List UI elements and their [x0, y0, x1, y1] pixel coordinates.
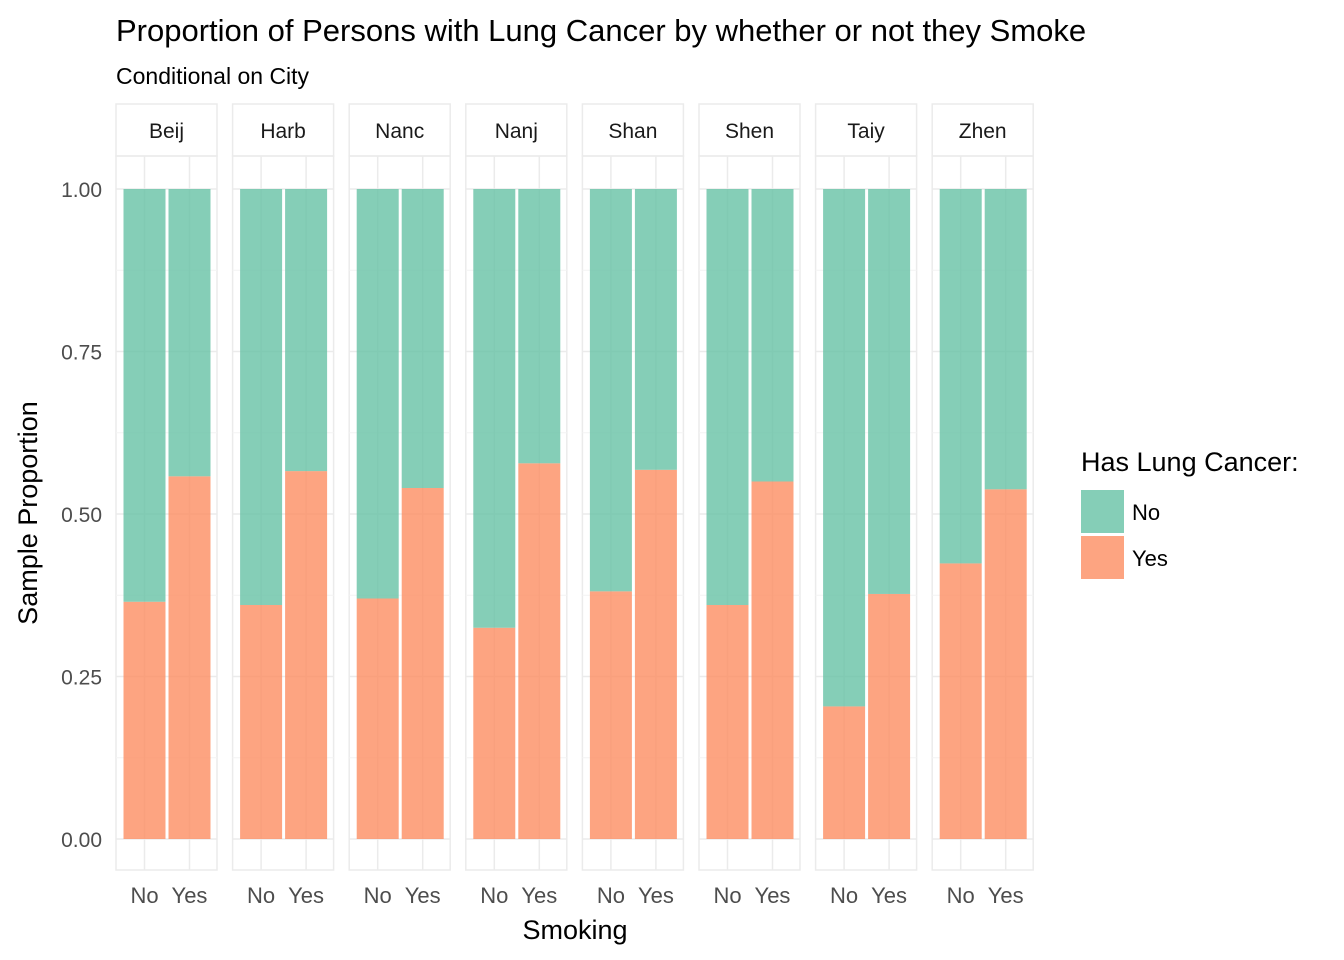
- bar-yes-nanj-no: [473, 627, 516, 839]
- x-tick-label: Yes: [871, 883, 907, 908]
- bar-no-taiy-yes: [868, 189, 911, 594]
- x-tick-label: No: [830, 883, 858, 908]
- x-axis-title: Smoking: [522, 915, 627, 945]
- bar-no-zhen-no: [939, 189, 982, 564]
- panel-border: [581, 155, 685, 871]
- x-tick-label: Yes: [521, 883, 557, 908]
- bar-yes-taiy-yes: [868, 593, 911, 839]
- bar-no-shen-yes: [751, 189, 794, 482]
- x-tick-label: Yes: [405, 883, 441, 908]
- facet-label: Zhen: [959, 120, 1007, 143]
- bar-no-beij-no: [123, 189, 166, 602]
- bar-yes-beij-yes: [168, 476, 211, 839]
- panel-border: [698, 155, 801, 871]
- legend-key-yes: [1081, 536, 1124, 579]
- facet-nanj: Nanj No Yes: [465, 103, 568, 908]
- facet-shan: Shan No Yes: [581, 103, 685, 908]
- bar-yes-harb-yes: [285, 471, 328, 839]
- legend-key-no: [1081, 490, 1124, 533]
- bar-yes-taiy-no: [823, 706, 866, 839]
- legend-title: Has Lung Cancer:: [1081, 447, 1299, 477]
- bar-yes-nanc-yes: [401, 488, 444, 839]
- facet-strip: [814, 103, 918, 157]
- legend: Has Lung Cancer: No Yes: [1081, 447, 1299, 579]
- bar-yes-zhen-yes: [984, 489, 1027, 839]
- panel-border: [465, 155, 568, 871]
- bar-yes-shan-yes: [634, 469, 677, 839]
- y-axis-title: Sample Proportion: [13, 401, 43, 625]
- bar-no-harb-no: [240, 189, 283, 605]
- legend-item-yes: Yes: [1081, 536, 1168, 579]
- facet-zhen: Zhen No Yes: [931, 103, 1034, 908]
- x-tick-label: No: [364, 883, 392, 908]
- legend-label: Yes: [1132, 546, 1168, 571]
- y-tick-label: 0.25: [61, 667, 102, 690]
- bar-yes-beij-no: [123, 601, 166, 839]
- x-tick-label: No: [597, 883, 625, 908]
- facet-label: Shen: [725, 120, 774, 143]
- facet-label: Shan: [608, 120, 657, 143]
- x-tick-label: No: [947, 883, 975, 908]
- bar-no-nanc-yes: [401, 189, 444, 488]
- y-tick-label: 0.50: [61, 504, 102, 527]
- x-tick-label: Yes: [988, 883, 1024, 908]
- bar-no-shen-no: [706, 189, 749, 605]
- facet-strip: [931, 103, 1034, 157]
- x-tick-label: Yes: [755, 883, 791, 908]
- x-tick-label: No: [130, 883, 158, 908]
- x-tick-label: Yes: [172, 883, 208, 908]
- chart-title: Proportion of Persons with Lung Cancer b…: [116, 13, 1086, 48]
- bar-no-zhen-yes: [984, 189, 1027, 490]
- panel-border: [115, 155, 218, 871]
- facet-strip: [465, 103, 568, 157]
- bar-yes-shen-yes: [751, 481, 794, 839]
- y-tick-label: 0.75: [61, 342, 102, 365]
- x-tick-label: No: [247, 883, 275, 908]
- facet-strip: [581, 103, 685, 157]
- facet-strip: [348, 103, 451, 157]
- bar-no-nanc-no: [356, 189, 399, 599]
- bar-yes-shan-no: [589, 591, 632, 839]
- x-tick-label: No: [713, 883, 741, 908]
- bar-no-harb-yes: [285, 189, 328, 472]
- x-tick-label: No: [480, 883, 508, 908]
- x-tick-label: Yes: [638, 883, 674, 908]
- facet-strip: [115, 103, 218, 157]
- panel-border: [814, 155, 918, 871]
- facet-strip: [231, 103, 335, 157]
- bar-no-nanj-no: [473, 189, 516, 628]
- legend-item-no: No: [1081, 490, 1160, 533]
- facet-label: Nanj: [495, 120, 538, 143]
- y-tick-label: 0.00: [61, 829, 102, 852]
- bar-yes-nanc-no: [356, 598, 399, 839]
- bar-no-shan-yes: [634, 189, 677, 470]
- panel-border: [348, 155, 451, 871]
- bar-no-shan-no: [589, 189, 632, 592]
- bar-no-taiy-no: [823, 189, 866, 707]
- bar-yes-harb-no: [240, 605, 283, 839]
- legend-label: No: [1132, 500, 1160, 525]
- bar-yes-zhen-no: [939, 563, 982, 839]
- chart-subtitle: Conditional on City: [116, 63, 310, 89]
- facet-nanc: Nanc No Yes: [348, 103, 451, 908]
- facet-beij: Beij No Yes: [115, 103, 218, 908]
- y-tick-label: 1.00: [61, 179, 102, 202]
- facet-shen: Shen No Yes: [698, 103, 801, 908]
- facet-harb: Harb No Yes: [231, 103, 335, 908]
- panel-border: [931, 155, 1034, 871]
- facet-label: Nanc: [375, 120, 424, 143]
- facet-taiy: Taiy No Yes: [814, 103, 918, 908]
- x-tick-label: Yes: [288, 883, 324, 908]
- facet-label: Harb: [260, 120, 306, 143]
- facet-label: Beij: [149, 120, 184, 143]
- bar-yes-nanj-yes: [518, 463, 561, 839]
- facet-label: Taiy: [847, 120, 885, 143]
- bar-no-beij-yes: [168, 189, 211, 477]
- y-axis: 0.00 0.25 0.50 0.75 1.00: [61, 179, 102, 852]
- bar-yes-shen-no: [706, 605, 749, 839]
- bar-no-nanj-yes: [518, 189, 561, 464]
- panel-border: [231, 155, 335, 871]
